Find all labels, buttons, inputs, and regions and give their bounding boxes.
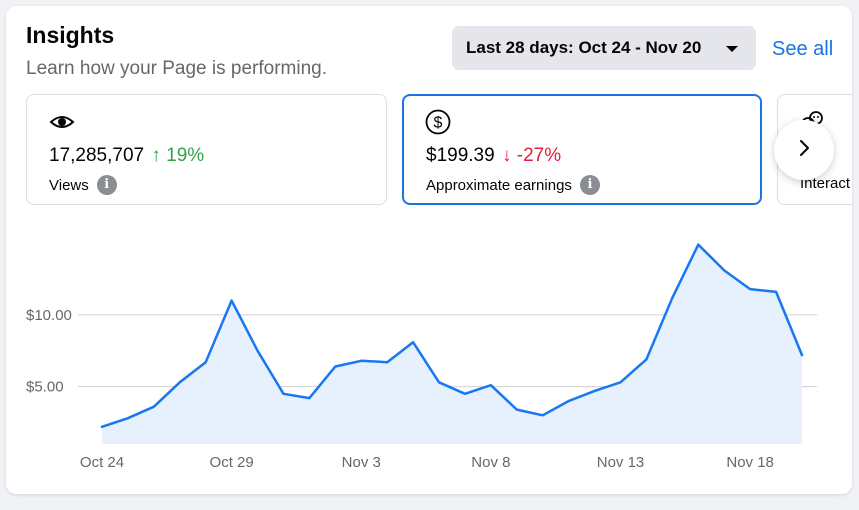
x-tick-label: Oct 29 [210, 454, 254, 471]
metric-card-views[interactable]: 17,285,707 ↑ 19% Views i [26, 94, 387, 205]
metric-card-earnings[interactable]: $ $199.39 ↓ -27% Approximate earnings i [402, 94, 762, 205]
x-tick-label: Nov 3 [342, 454, 381, 471]
metric-label: Approximate earnings [426, 176, 572, 194]
series-line [100, 243, 804, 429]
metric-change: ↑ 19% [151, 145, 205, 166]
series-area [102, 244, 802, 444]
info-icon[interactable]: i [96, 175, 117, 195]
x-tick-label: Oct 24 [80, 454, 124, 471]
next-metrics-button[interactable] [774, 120, 834, 180]
caret-down-icon [726, 46, 738, 52]
metric-label: Interact [800, 175, 851, 192]
y-tick-label: $5.00 [26, 379, 64, 396]
eye-icon [49, 109, 75, 135]
svg-text:$: $ [434, 115, 443, 132]
x-tick-label: Nov 13 [597, 454, 645, 471]
insights-card: Insights Learn how your Page is performi… [6, 6, 852, 494]
metric-label: Views [49, 176, 89, 194]
info-icon[interactable]: i [579, 175, 600, 195]
date-range-label: Last 28 days: Oct 24 - Nov 20 [466, 38, 702, 57]
x-tick-label: Nov 8 [471, 454, 510, 471]
metric-value: $199.39 [426, 145, 495, 166]
earnings-chart: $5.00 $10.00 Oct 24 Oct 29 Nov 3 Nov 8 Nov 13 N… [26, 243, 817, 471]
chevron-right-icon [794, 138, 814, 163]
date-range-dropdown[interactable]: Last 28 days: Oct 24 - Nov 20 [452, 26, 756, 70]
x-tick-label: Nov 18 [726, 454, 774, 471]
metric-change: ↓ -27% [501, 145, 562, 166]
page-title: Insights [26, 22, 115, 48]
y-tick-label: $10.00 [26, 307, 72, 324]
page-subtitle: Learn how your Page is performing. [26, 58, 327, 79]
dollar-icon: $ [425, 109, 451, 135]
metric-value: 17,285,707 [49, 145, 145, 166]
see-all-link[interactable]: See all [772, 38, 834, 60]
